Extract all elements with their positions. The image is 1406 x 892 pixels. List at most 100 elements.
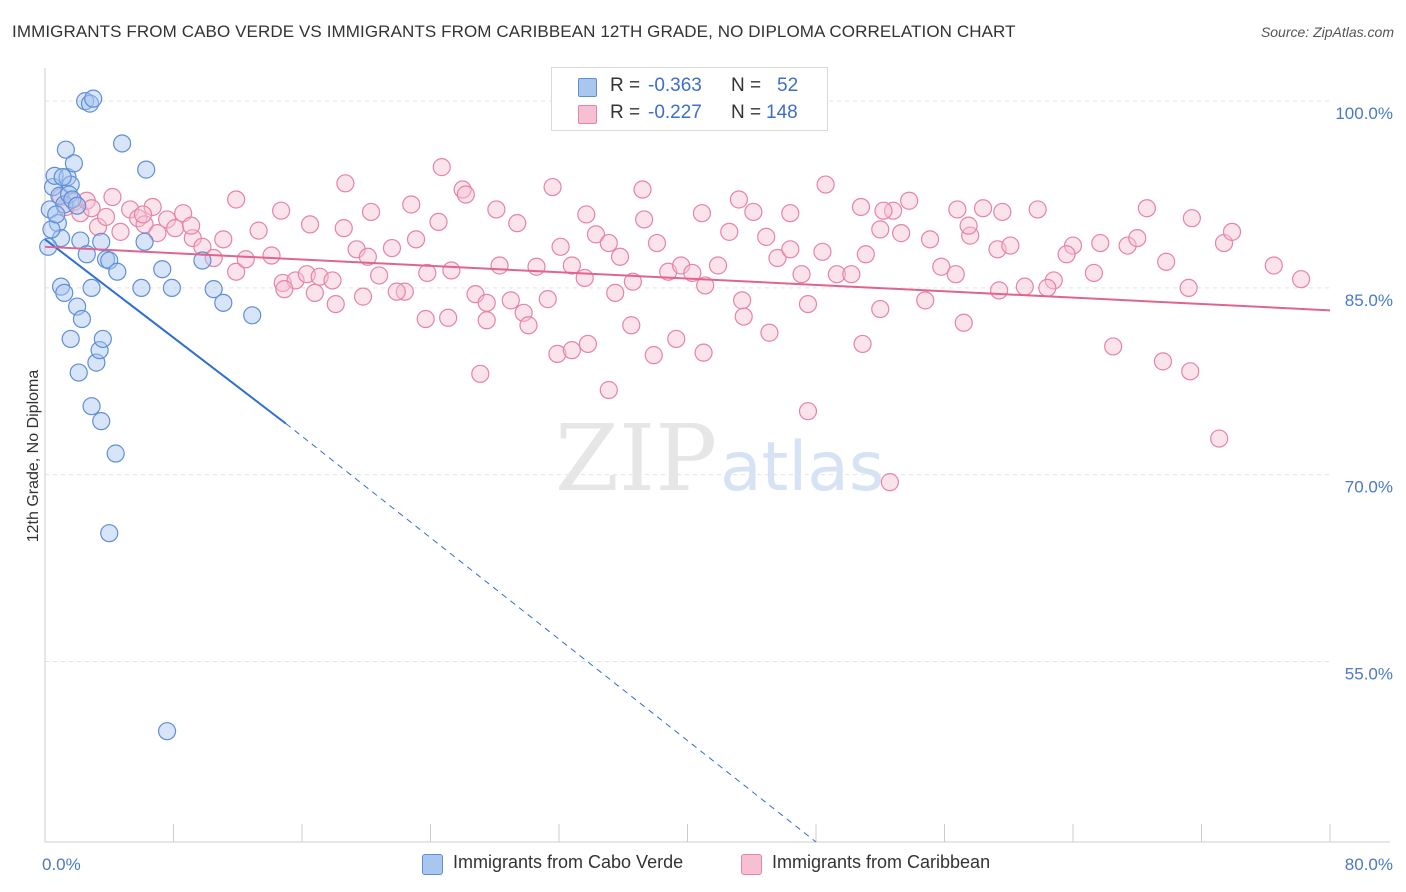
cabo-verde-point — [214, 293, 233, 312]
caribbean-point — [519, 316, 538, 335]
caribbean-point — [358, 247, 377, 266]
caribbean-point — [720, 222, 739, 241]
cabo-verde-point — [82, 397, 101, 416]
watermark-atlas: atlas — [720, 428, 884, 507]
caribbean-point — [932, 257, 951, 276]
caribbean-point — [370, 266, 389, 285]
caribbean-point — [856, 245, 875, 264]
caribbean-point — [300, 215, 320, 234]
legend-r-label: R = — [610, 102, 641, 123]
caribbean-point — [954, 313, 973, 332]
x-tick-label: 80.0% — [1345, 855, 1393, 874]
caribbean-point — [1210, 429, 1229, 448]
y-tick-label: 85.0% — [1345, 291, 1393, 310]
caribbean-point — [816, 175, 835, 194]
caribbean-point — [610, 247, 630, 266]
caribbean-point — [453, 180, 472, 199]
caribbean-point — [305, 283, 324, 302]
axes — [44, 68, 1390, 843]
cabo-verde-point — [47, 205, 66, 224]
caribbean-point — [880, 473, 899, 492]
caribbean-point — [635, 210, 654, 229]
y-axis-title: 12th Grade, No Diploma — [25, 370, 42, 543]
legend-n-label: N = — [731, 102, 762, 123]
caribbean-point — [647, 233, 667, 253]
caribbean-point — [402, 195, 421, 214]
caribbean-point — [733, 291, 752, 310]
caribbean-point — [143, 197, 162, 217]
cabo-verde-point — [137, 160, 156, 179]
caribbean-point — [781, 204, 800, 223]
caribbean-point — [111, 222, 130, 241]
cabo-verde-point — [80, 94, 100, 113]
caribbean-point — [336, 174, 355, 193]
caribbean-point — [382, 238, 402, 258]
cabo-verde-point — [56, 140, 75, 159]
caribbean-point — [734, 307, 753, 326]
caribbean-point — [744, 202, 763, 222]
caribbean-point — [577, 205, 596, 224]
cabo-verde-point — [204, 280, 223, 299]
caribbean-point — [1128, 228, 1147, 248]
x-tick-label: 0.0% — [42, 855, 81, 874]
caribbean-point — [477, 311, 496, 330]
legend-swatch-blue — [578, 78, 597, 97]
caribbean-point — [148, 224, 167, 243]
cabo-verde-point — [63, 190, 82, 209]
bottom-legend-label: Immigrants from Caribbean — [772, 852, 991, 872]
caribbean-point — [527, 257, 546, 276]
cabo-verde-point — [90, 341, 109, 360]
caribbean-point — [1182, 209, 1201, 228]
cabo-verde-point — [82, 278, 101, 298]
cabo-verde-point — [64, 154, 84, 173]
caribbean-point — [490, 256, 509, 275]
caribbean-point — [508, 214, 527, 233]
caribbean-point — [204, 248, 223, 268]
caribbean-point — [227, 262, 246, 281]
cabo-verde-point — [55, 283, 74, 302]
cabo-verde-point — [53, 167, 72, 187]
caribbean-point — [900, 191, 919, 210]
cabo-verde-point — [112, 134, 132, 153]
caribbean-point — [729, 190, 749, 209]
legend-row-cabo-verde: R = -0.363 N = 52 — [552, 75, 827, 99]
caribbean-point — [792, 265, 811, 284]
caribbean-point — [644, 346, 663, 365]
caribbean-point — [667, 329, 686, 349]
caribbean-point — [892, 224, 911, 243]
caribbean-point — [1084, 263, 1103, 283]
cabo-verde-point — [106, 444, 125, 463]
legend-r-label: R = — [610, 75, 641, 96]
caribbean-point — [798, 294, 818, 314]
cabo-verde-point — [135, 232, 154, 251]
caribbean-point — [334, 219, 353, 238]
caribbean-point — [323, 271, 342, 290]
caribbean-point — [683, 263, 702, 283]
caribbean-point — [1038, 278, 1057, 298]
caribbean-point — [1222, 222, 1242, 241]
x-tick-labels: 0.0% 80.0% — [42, 855, 1393, 874]
caribbean-point — [948, 200, 967, 219]
caribbean-point — [781, 240, 800, 259]
caribbean-point — [1028, 200, 1047, 219]
caribbean-point — [133, 205, 153, 224]
cabo-verde-point — [193, 251, 212, 270]
gridlines — [45, 100, 1330, 662]
caribbean-point — [842, 265, 861, 284]
legend-n-value: 148 — [766, 102, 798, 123]
caribbean-point — [622, 316, 641, 335]
cabo-verde-trend-line — [44, 238, 287, 425]
caribbean-point — [993, 202, 1012, 222]
caribbean-point — [1118, 236, 1137, 255]
cabo-verde-point — [108, 262, 127, 281]
caribbean-point — [874, 201, 893, 220]
caribbean-point — [760, 323, 779, 342]
cabo-verde-points — [39, 89, 262, 741]
caribbean-point — [1264, 256, 1283, 275]
caribbean-point — [827, 265, 846, 284]
caribbean-point — [543, 177, 562, 197]
caribbean-point — [586, 225, 606, 244]
chart-title: IMMIGRANTS FROM CABO VERDE VS IMMIGRANTS… — [12, 22, 1016, 41]
caribbean-point — [1153, 352, 1173, 371]
caribbean-point — [275, 280, 294, 299]
